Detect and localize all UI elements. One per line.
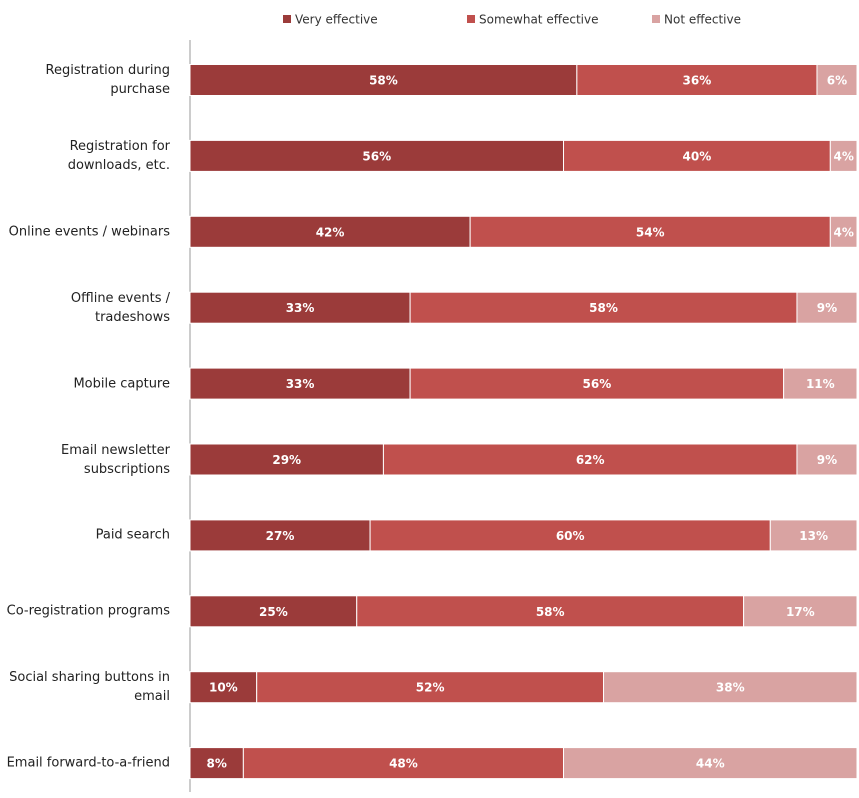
value-label: 9% — [817, 301, 837, 315]
value-label: 58% — [536, 605, 565, 619]
category-label: Email forward-to-a-friend — [6, 755, 170, 771]
legend-label: Not effective — [664, 13, 741, 27]
value-label: 33% — [286, 377, 315, 391]
bar-segment — [189, 519, 371, 552]
value-label: 10% — [209, 681, 238, 695]
category-label: Registration for downloads, etc. — [67, 138, 170, 173]
bar-segment — [783, 367, 858, 400]
value-label: 60% — [556, 529, 585, 543]
category-label: Online events / webinars — [8, 224, 170, 240]
value-label: 13% — [799, 529, 828, 543]
value-label: 6% — [827, 74, 847, 88]
value-label: 42% — [316, 225, 345, 239]
value-label: 9% — [817, 453, 837, 467]
bar-segment — [829, 139, 858, 172]
value-label: 40% — [683, 149, 712, 163]
category-label: Offline events / tradeshows — [70, 290, 170, 325]
bar-segment — [189, 291, 411, 324]
value-label: 36% — [683, 74, 712, 88]
category-label: Co-registration programs — [6, 603, 170, 619]
bar-segment — [242, 747, 565, 780]
bar-segment — [743, 595, 858, 628]
value-label: 58% — [369, 74, 398, 88]
bar-segment — [409, 367, 785, 400]
category-label: Registration during purchase — [45, 63, 170, 97]
value-label: 54% — [636, 225, 665, 239]
value-label: 56% — [362, 149, 391, 163]
value-label: 4% — [833, 149, 853, 163]
value-label: 38% — [716, 681, 745, 695]
bar-segment — [189, 367, 411, 400]
legend-label: Very effective — [295, 13, 378, 27]
category-label: Paid search — [95, 527, 170, 543]
value-label: 52% — [416, 681, 445, 695]
value-label: 4% — [833, 225, 853, 239]
bar-segment — [563, 747, 858, 780]
value-label: 11% — [806, 377, 835, 391]
bar-segment — [796, 291, 858, 324]
category-label: Social sharing buttons in email — [9, 670, 170, 705]
value-label: 17% — [786, 605, 815, 619]
bar-segment — [829, 215, 858, 248]
value-label: 62% — [576, 453, 605, 467]
bar-segment — [369, 519, 771, 552]
value-label: 25% — [259, 605, 288, 619]
bar-segment — [769, 519, 858, 552]
value-label: 48% — [389, 757, 418, 771]
value-label: 27% — [266, 529, 295, 543]
legend-label: Somewhat effective — [479, 13, 598, 27]
legend-swatch — [652, 15, 660, 23]
bar-segment — [469, 215, 831, 248]
bar-segment — [256, 671, 605, 704]
category-label: Email newsletter subscriptions — [61, 442, 170, 477]
category-label: Mobile capture — [73, 376, 170, 392]
value-label: 44% — [696, 757, 725, 771]
value-label: 33% — [286, 301, 315, 315]
value-label: 58% — [589, 301, 618, 315]
bar-segment — [603, 671, 858, 704]
legend-swatch — [467, 15, 475, 23]
legend-swatch — [283, 15, 291, 23]
bar-segment — [382, 443, 798, 476]
bar-segment — [189, 747, 244, 780]
value-label: 8% — [206, 757, 226, 771]
bar-segment — [189, 139, 565, 172]
bar-segment — [409, 291, 798, 324]
bar-segment — [356, 595, 745, 628]
bar-segment — [816, 64, 858, 96]
bar-segment — [189, 64, 578, 96]
value-label: 56% — [583, 377, 612, 391]
value-label: 29% — [272, 453, 301, 467]
bar-segment — [563, 139, 831, 172]
bar-segment — [189, 215, 471, 248]
bar-segment — [189, 595, 358, 628]
bar-segment — [796, 443, 858, 476]
